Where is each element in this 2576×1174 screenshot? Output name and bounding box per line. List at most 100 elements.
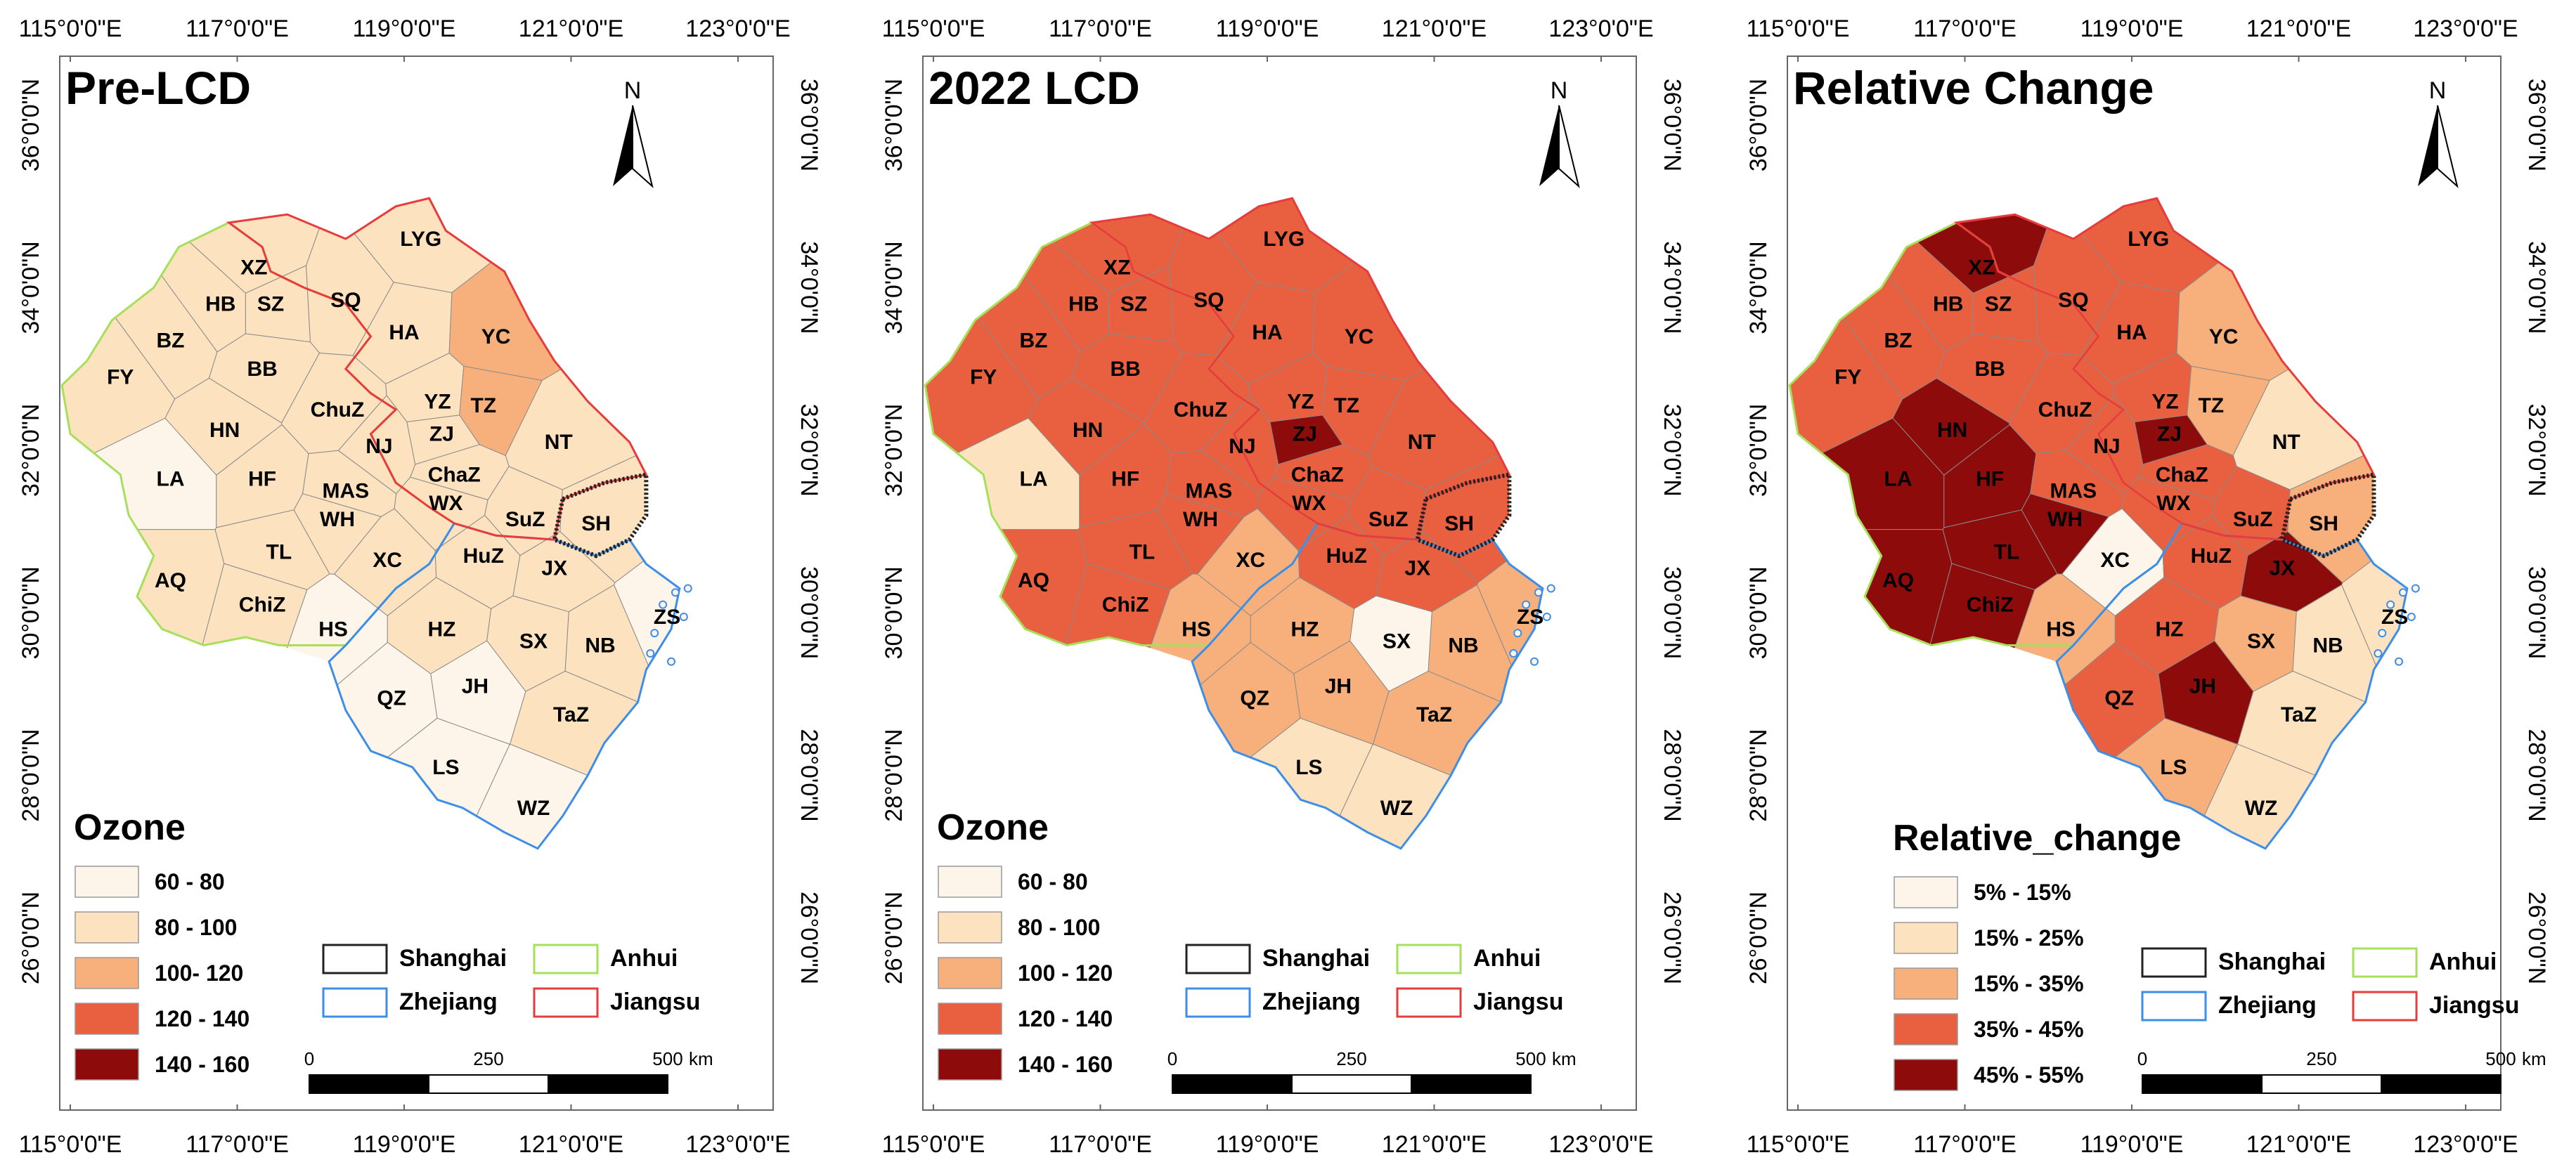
city-label-hs: HS: [2046, 618, 2076, 641]
city-label-suz: SuZ: [2233, 508, 2273, 531]
legend-class-label: 100- 120: [155, 960, 243, 986]
lat-tick-right: 34°0'0"N: [2523, 241, 2550, 334]
city-label-nj: NJ: [365, 435, 392, 458]
legend-swatch: [75, 1003, 139, 1035]
legend-class-label: 140 - 160: [1018, 1052, 1113, 1077]
city-label-chaz: ChaZ: [2156, 464, 2208, 487]
city-label-ls: LS: [2160, 756, 2187, 779]
island: [1542, 612, 1551, 621]
city-label-ha: HA: [389, 321, 419, 344]
city-label-ha: HA: [1252, 321, 1282, 344]
scale-bar-segment: [428, 1074, 549, 1094]
map-panel: XZ LYG HB SZ SQ BZ HA YC FY BB ChuZ YZ TZ HN NJ ZJ NT LA H…: [881, 15, 1685, 1158]
legend-swatch: [938, 1048, 1002, 1081]
legend-class-label: 15% - 25%: [1974, 925, 2084, 951]
scale-bar-unit: km: [1552, 1048, 1577, 1069]
north-arrow-icon: [2437, 105, 2459, 188]
province-legend-label: Shanghai: [399, 945, 507, 972]
lon-tick-top: 119°0'0"E: [1216, 15, 1319, 42]
lat-tick-right: 32°0'0"N: [2523, 404, 2550, 497]
lat-tick-left: 36°0'0"N: [1745, 79, 1772, 171]
province-legend-label: Jiangsu: [2429, 992, 2519, 1019]
city-label-yc: YC: [2209, 325, 2239, 348]
scale-bar-tick: 250: [473, 1048, 503, 1069]
lat-tick-left: 26°0'0"N: [1745, 892, 1772, 984]
lat-tick-right: 34°0'0"N: [1659, 241, 1685, 334]
city-label-zj: ZJ: [429, 423, 454, 446]
city-label-wh: WH: [320, 508, 355, 531]
city-label-sq: SQ: [2058, 289, 2088, 312]
lon-tick-top: 115°0'0"E: [19, 15, 122, 42]
city-label-ls: LS: [1295, 756, 1322, 779]
city-label-hn: HN: [209, 419, 240, 442]
legend-swatch: [938, 866, 1002, 898]
city-label-wx: WX: [2156, 492, 2190, 515]
province-legend-swatch: [2141, 991, 2207, 1022]
city-label-hs: HS: [318, 618, 348, 641]
city-label-tl: TL: [1130, 540, 1156, 563]
city-label-hs: HS: [1182, 618, 1211, 641]
lat-tick-right: 28°0'0"N: [796, 729, 822, 821]
city-label-lyg: LYG: [400, 228, 441, 251]
lon-tick-bottom: 121°0'0"E: [2246, 1131, 2351, 1158]
lat-tick-left: 30°0'0"N: [18, 566, 44, 659]
city-label-hb: HB: [1068, 293, 1099, 316]
city-label-chiz: ChiZ: [1967, 594, 2014, 617]
legend-swatch: [938, 957, 1002, 989]
scale-bar-segment: [2261, 1074, 2382, 1094]
city-label-taz: TaZ: [1416, 703, 1452, 726]
scale-bar-segment: [2142, 1074, 2263, 1094]
city-label-tz: TZ: [470, 394, 496, 417]
city-label-xz: XZ: [1103, 256, 1130, 279]
lon-tick-bottom: 123°0'0"E: [1548, 1131, 1653, 1158]
shanghai-boundary: [2279, 471, 2376, 559]
legend-title: Relative_change: [1893, 818, 2181, 859]
city-label-hb: HB: [1933, 293, 1963, 316]
island: [646, 649, 655, 658]
lat-tick-right: 26°0'0"N: [1659, 892, 1685, 984]
jiangsu-boundary: [1089, 197, 1511, 541]
city-label-hz: HZ: [2155, 618, 2183, 641]
legend-class-label: 5% - 15%: [1974, 880, 2071, 905]
panel-title: 2022 LCD: [928, 62, 1140, 114]
legend-swatch: [938, 1003, 1002, 1035]
city-label-bz: BZ: [157, 330, 185, 353]
city-label-chiz: ChiZ: [239, 594, 286, 617]
island: [2407, 612, 2416, 621]
island: [1546, 584, 1555, 593]
city-label-nb: NB: [585, 634, 615, 657]
province-legend-swatch: [1185, 987, 1251, 1018]
city-label-aq: AQ: [1882, 569, 1914, 592]
province-legend-label: Anhui: [1473, 945, 1541, 972]
city-label-qz: QZ: [2104, 687, 2134, 710]
province-legend-label: Shanghai: [2218, 948, 2326, 975]
map-panel: XZ LYG HB SZ SQ BZ HA YC FY BB ChuZ YZ TZ HN NJ ZJ NT LA H…: [18, 15, 822, 1158]
legend-class-label: 140 - 160: [155, 1052, 250, 1077]
lat-tick-left: 34°0'0"N: [881, 241, 907, 334]
island: [2411, 584, 2420, 593]
lon-tick-bottom: 119°0'0"E: [1216, 1131, 1319, 1158]
lon-tick-bottom: 121°0'0"E: [519, 1131, 623, 1158]
shanghai-boundary: [552, 471, 649, 559]
city-label-chaz: ChaZ: [428, 464, 481, 487]
lat-tick-left: 32°0'0"N: [881, 404, 907, 497]
lat-tick-right: 30°0'0"N: [2523, 566, 2550, 659]
city-label-ha: HA: [2116, 321, 2147, 344]
province-legend-swatch: [322, 944, 388, 974]
city-label-sz: SZ: [257, 293, 284, 316]
city-label-sx: SX: [519, 630, 548, 653]
scale-bar-segment: [1291, 1074, 1412, 1094]
city-label-qz: QZ: [377, 687, 406, 710]
island: [2374, 649, 2383, 658]
lon-tick-bottom: 121°0'0"E: [1382, 1131, 1487, 1158]
province-legend-label: Jiangsu: [610, 989, 700, 1015]
island: [671, 588, 680, 597]
lat-tick-right: 36°0'0"N: [2523, 79, 2550, 171]
legend-swatch: [1894, 1013, 1958, 1045]
lon-tick-top: 121°0'0"E: [519, 15, 623, 42]
lon-tick-top: 117°0'0"E: [1049, 15, 1152, 42]
panel-title: Pre-LCD: [65, 62, 251, 114]
lat-tick-left: 36°0'0"N: [881, 79, 907, 171]
province-legend-label: Anhui: [610, 945, 678, 972]
